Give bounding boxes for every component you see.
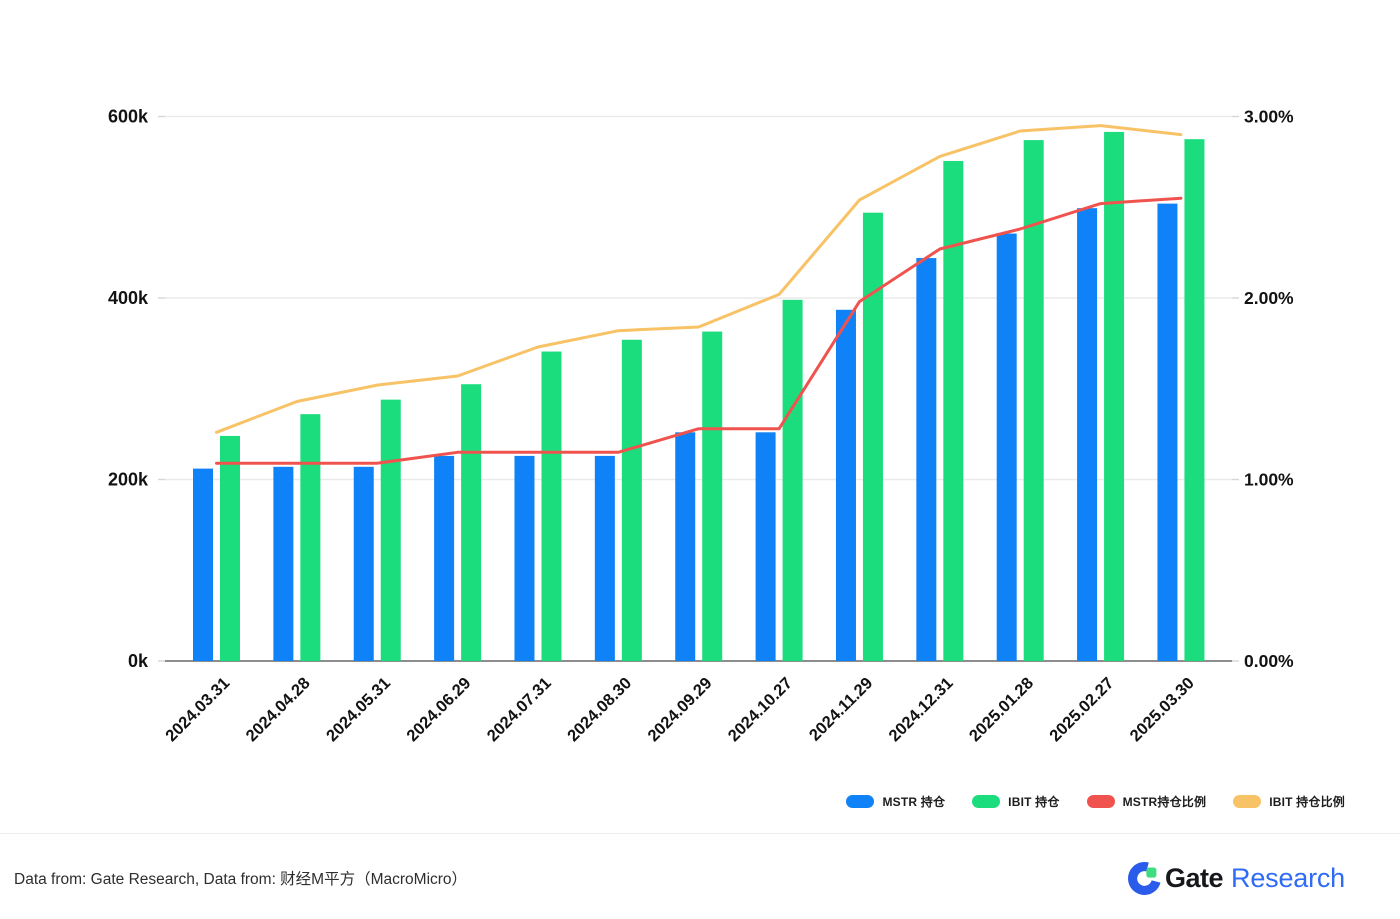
right-axis-tick-label: 1.00%	[1244, 470, 1294, 490]
ibit-holdings-bars	[220, 131, 1205, 662]
mstr-holdings-bar[interactable]	[675, 432, 696, 661]
x-axis-label: 2024.05.31	[323, 674, 394, 745]
x-axis-label: 2024.09.29	[644, 674, 715, 745]
chart-legend: MSTR 持仓 IBIT 持仓 MSTR持仓比例 IBIT 持仓比例	[846, 793, 1345, 810]
logo-research-text: Research	[1231, 862, 1345, 893]
ibit-holdings-bar[interactable]	[1023, 140, 1044, 662]
gate-research-logo: Gate Research	[1128, 861, 1345, 895]
legend-label: MSTR持仓比例	[1122, 795, 1207, 809]
left-axis-tick-label: 400k	[108, 288, 149, 308]
x-axis-label: 2025.03.30	[1127, 674, 1198, 745]
mstr-holdings-bar[interactable]	[755, 432, 776, 661]
x-axis-label: 2025.02.27	[1046, 674, 1117, 745]
legend-swatch-ibit-holdings	[972, 795, 1001, 808]
legend-swatch-mstr-ratio	[1086, 795, 1115, 808]
legend-swatch-mstr-holdings	[846, 795, 875, 808]
mstr-holdings-bar[interactable]	[193, 468, 213, 661]
legend-label: MSTR 持仓	[882, 795, 946, 809]
legend-swatch-ibit-ratio	[1233, 795, 1262, 808]
ibit-ratio-line[interactable]	[215, 124, 1183, 434]
logo-gate-text: Gate	[1165, 862, 1224, 893]
mstr-holdings-bar[interactable]	[353, 466, 374, 661]
x-axis-label: 2024.12.31	[886, 674, 957, 745]
left-axis-tick-label: 200k	[108, 470, 149, 490]
ibit-holdings-bar[interactable]	[1184, 139, 1205, 661]
mstr-holdings-bar[interactable]	[594, 455, 615, 661]
legend-item-ibit-ratio[interactable]: IBIT 持仓比例	[1233, 793, 1345, 810]
legend-item-ibit-holdings[interactable]: IBIT 持仓	[972, 793, 1059, 810]
ibit-holdings-bar[interactable]	[1104, 131, 1125, 662]
x-axis-label: 2024.08.30	[564, 674, 635, 745]
mstr-holdings-bar[interactable]	[273, 466, 294, 661]
x-axis-label: 2024.11.29	[806, 674, 876, 744]
legend-item-mstr-ratio[interactable]: MSTR持仓比例	[1086, 793, 1207, 810]
mstr-holdings-bar[interactable]	[916, 258, 937, 661]
ibit-holdings-bar[interactable]	[461, 384, 482, 661]
mstr-holdings-bar[interactable]	[996, 233, 1017, 661]
ibit-holdings-bar[interactable]	[621, 339, 642, 661]
left-axis-tick-label: 0k	[128, 651, 149, 671]
ibit-holdings-bar[interactable]	[943, 160, 964, 661]
left-axis-tick-label: 600k	[108, 107, 149, 127]
legend-label: IBIT 持仓比例	[1269, 795, 1345, 809]
x-axis-label: 2024.10.27	[725, 674, 796, 745]
mstr-holdings-bars	[193, 203, 1178, 661]
x-axis-label: 2025.01.28	[966, 674, 1037, 745]
footer: Data from: Gate Research, Data from: 财经M…	[14, 850, 1345, 906]
ibit-holdings-bar[interactable]	[300, 414, 321, 661]
ibit-holdings-bar[interactable]	[862, 212, 883, 661]
ibit-holdings-bar[interactable]	[380, 399, 401, 661]
ibit-holdings-bar[interactable]	[782, 299, 803, 661]
data-source-text: Data from: Gate Research, Data from: 财经M…	[14, 871, 468, 888]
gate-logo-icon	[1128, 861, 1161, 895]
legend-label: IBIT 持仓	[1008, 795, 1060, 809]
mstr-holdings-bar[interactable]	[835, 309, 856, 661]
ibit-holdings-bar[interactable]	[541, 351, 562, 661]
right-axis-tick-label: 2.00%	[1244, 288, 1294, 308]
right-axis-tick-label: 3.00%	[1244, 107, 1294, 127]
right-axis-tick-label: 0.00%	[1244, 651, 1294, 671]
x-axis-label: 2024.06.29	[403, 674, 474, 745]
mstr-holdings-bar[interactable]	[1157, 203, 1178, 661]
legend-item-mstr-holdings[interactable]: MSTR 持仓	[846, 793, 945, 810]
mstr-ratio-line[interactable]	[215, 196, 1183, 465]
mstr-holdings-bar[interactable]	[514, 455, 535, 661]
ibit-holdings-bar[interactable]	[702, 331, 723, 661]
ibit-holdings-bar[interactable]	[220, 435, 240, 661]
mstr-holdings-bar[interactable]	[434, 455, 455, 661]
x-axis-label: 2024.03.31	[162, 674, 233, 745]
footer-divider	[0, 833, 1400, 834]
x-axis-label: 2024.07.31	[484, 674, 555, 745]
x-axis-label: 2024.04.28	[243, 674, 314, 745]
mstr-holdings-bar[interactable]	[1077, 208, 1098, 661]
